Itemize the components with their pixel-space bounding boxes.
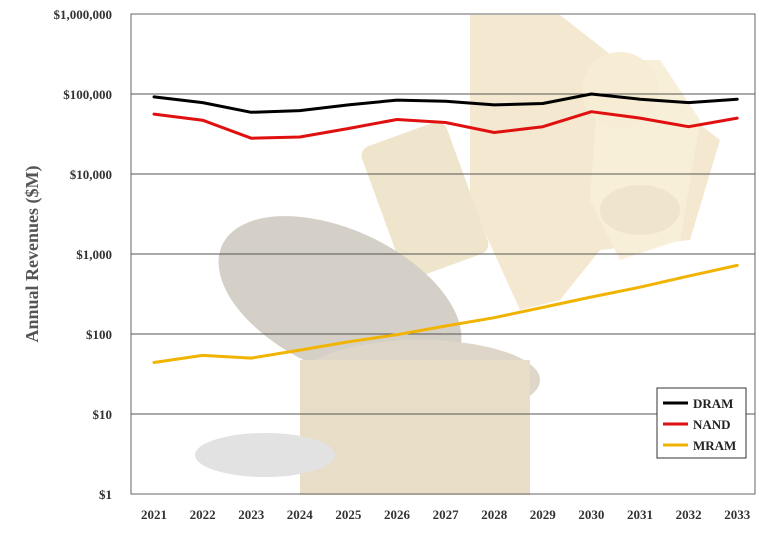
series-line-nand <box>152 110 739 140</box>
x-tick-label: 2033 <box>724 507 751 522</box>
y-tick-label: $10,000 <box>70 167 112 182</box>
legend-label-nand: NAND <box>693 417 731 432</box>
x-tick-label: 2022 <box>190 507 216 522</box>
x-tick-label: 2021 <box>141 507 167 522</box>
y-tick-label: $1 <box>99 487 112 502</box>
x-tick-label: 2030 <box>578 507 604 522</box>
x-axis-tick-labels: 2021 2022 2023 2024 2025 2026 2027 2028 2029 2030… <box>141 507 751 522</box>
x-tick-label: 2026 <box>384 507 411 522</box>
y-axis-tick-labels: $1 $10 $100 $1,000 $10,000 $100,000 $1,000,000 <box>54 7 113 502</box>
y-tick-label: $1,000 <box>76 247 112 262</box>
x-tick-label: 2024 <box>287 507 314 522</box>
legend-label-mram: MRAM <box>693 438 736 453</box>
series-line-mram <box>152 263 739 364</box>
background-microscope-image <box>195 15 720 495</box>
series-line-dram <box>152 92 739 114</box>
x-tick-label: 2023 <box>238 507 265 522</box>
legend-label-dram: DRAM <box>693 396 733 411</box>
plot-frame <box>130 13 756 495</box>
y-tick-label: $100 <box>86 327 112 342</box>
y-axis-label: Annual Revenues ($M) <box>22 165 43 342</box>
x-tick-label: 2025 <box>335 507 362 522</box>
y-tick-label: $10 <box>93 407 113 422</box>
y-tick-label: $1,000,000 <box>54 7 113 22</box>
x-tick-label: 2029 <box>530 507 557 522</box>
series-lines <box>152 92 739 364</box>
x-tick-label: 2027 <box>433 507 460 522</box>
legend: DRAM NAND MRAM <box>656 387 747 459</box>
x-tick-label: 2032 <box>676 507 702 522</box>
x-tick-label: 2028 <box>481 507 508 522</box>
y-tick-label: $100,000 <box>63 87 112 102</box>
x-tick-label: 2031 <box>627 507 653 522</box>
